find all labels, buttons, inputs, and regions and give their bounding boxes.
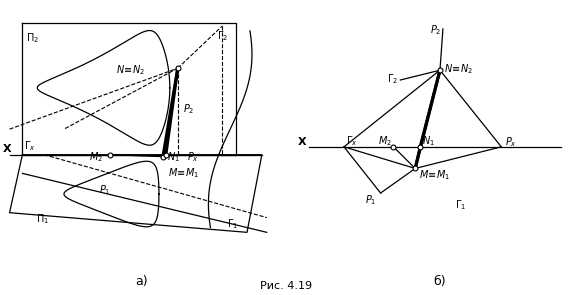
Text: $P_2$: $P_2$: [429, 23, 441, 37]
Text: $M\!\equiv\!M_1$: $M\!\equiv\!M_1$: [419, 168, 450, 182]
Text: $N_1$: $N_1$: [167, 150, 179, 164]
Text: $\Gamma_1$: $\Gamma_1$: [227, 218, 239, 231]
Text: $M_2$: $M_2$: [378, 134, 391, 148]
Text: $N\!\equiv\!N_2$: $N\!\equiv\!N_2$: [444, 62, 473, 76]
Text: а): а): [135, 275, 148, 288]
Text: $M_2$: $M_2$: [89, 150, 103, 164]
Text: $P_x$: $P_x$: [506, 135, 517, 149]
Text: X: X: [3, 144, 11, 154]
Text: $\Gamma_2$: $\Gamma_2$: [387, 72, 398, 86]
Text: $P_1$: $P_1$: [365, 193, 377, 207]
Text: $\Gamma_2$: $\Gamma_2$: [218, 29, 228, 43]
Text: $\Pi_1$: $\Pi_1$: [36, 213, 49, 227]
Text: $N_1$: $N_1$: [422, 134, 435, 148]
Text: $N\!\equiv\!N_2$: $N\!\equiv\!N_2$: [116, 63, 145, 77]
Text: $\Gamma_x$: $\Gamma_x$: [346, 134, 357, 148]
Text: $\Gamma_x$: $\Gamma_x$: [24, 139, 36, 153]
Text: $\Pi_2$: $\Pi_2$: [26, 31, 39, 45]
Text: Рис. 4.19: Рис. 4.19: [260, 281, 312, 291]
Text: б): б): [433, 275, 446, 288]
Text: $P_x$: $P_x$: [187, 150, 199, 164]
Text: $P_1$: $P_1$: [99, 183, 110, 197]
Text: X: X: [298, 137, 306, 147]
Text: $P_2$: $P_2$: [183, 103, 194, 117]
Text: $M\!\equiv\!M_1$: $M\!\equiv\!M_1$: [168, 166, 199, 180]
Text: $\Gamma_1$: $\Gamma_1$: [455, 198, 466, 212]
